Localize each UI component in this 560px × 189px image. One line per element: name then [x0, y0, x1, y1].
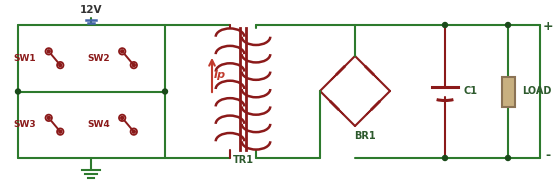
Text: LOAD: LOAD — [522, 87, 552, 97]
Circle shape — [506, 22, 511, 28]
Circle shape — [59, 130, 62, 133]
Circle shape — [121, 116, 124, 119]
Text: 12V: 12V — [80, 5, 102, 15]
Text: SW3: SW3 — [14, 120, 36, 129]
Circle shape — [121, 50, 124, 53]
Circle shape — [16, 89, 21, 94]
Text: BR1: BR1 — [354, 131, 376, 141]
Circle shape — [506, 156, 511, 160]
Polygon shape — [334, 105, 344, 115]
Polygon shape — [366, 105, 376, 115]
Polygon shape — [369, 70, 379, 80]
Circle shape — [162, 89, 167, 94]
Circle shape — [47, 116, 50, 119]
Circle shape — [47, 50, 50, 53]
Circle shape — [442, 156, 447, 160]
Text: SW4: SW4 — [87, 120, 110, 129]
Text: C1: C1 — [463, 87, 477, 97]
Text: +: + — [543, 20, 553, 33]
Bar — [502, 77, 515, 106]
Text: TR1: TR1 — [232, 155, 254, 165]
Text: Ip: Ip — [214, 70, 226, 80]
Circle shape — [442, 22, 447, 28]
Text: -: - — [545, 149, 550, 163]
Text: SW1: SW1 — [14, 54, 36, 63]
Circle shape — [132, 64, 136, 67]
Circle shape — [132, 130, 136, 133]
Polygon shape — [331, 70, 340, 80]
Text: SW2: SW2 — [87, 54, 110, 63]
Circle shape — [59, 64, 62, 67]
